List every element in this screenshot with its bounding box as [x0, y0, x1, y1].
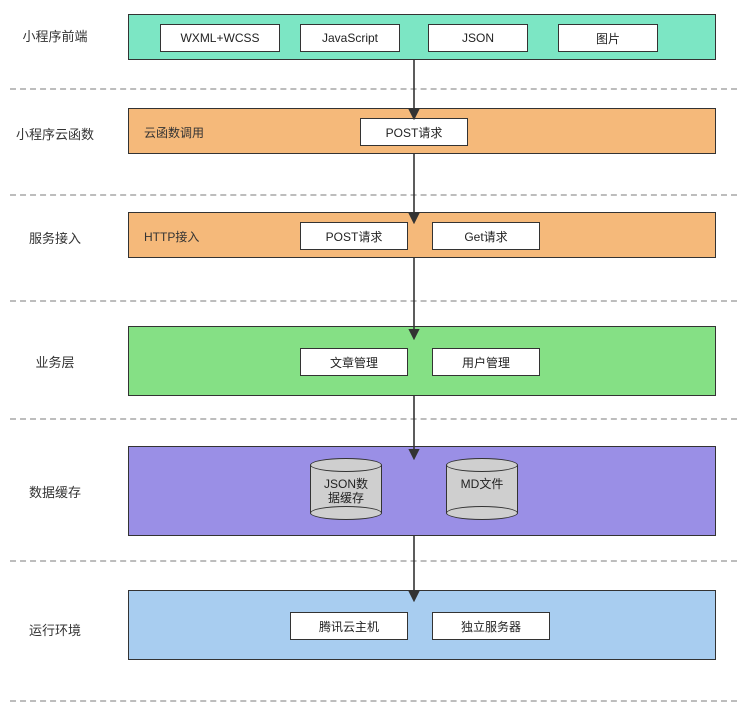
divider-3 [10, 418, 737, 420]
layer-label-biz: 业务层 [0, 352, 110, 371]
node-biz-0: 文章管理 [300, 348, 408, 376]
layer-inner-label-access: HTTP接入 [144, 228, 199, 245]
layer-label-runtime: 运行环境 [0, 620, 110, 639]
cylinder-cache-1: MD文件 [446, 458, 518, 520]
node-frontend-2: JSON [428, 24, 528, 52]
layer-runtime [128, 590, 716, 660]
layer-label-cache: 数据缓存 [0, 482, 110, 501]
architecture-diagram: 小程序前端 WXML+WCSS JavaScript JSON 图片小程序云函数 云函数调… [0, 0, 747, 712]
node-cloudfn-0: POST请求 [360, 118, 468, 146]
cylinder-label-cache-0: JSON数据缓存 [310, 477, 382, 506]
node-biz-1: 用户管理 [432, 348, 540, 376]
divider-5 [10, 700, 737, 702]
divider-4 [10, 560, 737, 562]
layer-access [128, 212, 716, 258]
layer-cache [128, 446, 716, 536]
cylinder-cache-0: JSON数据缓存 [310, 458, 382, 520]
node-access-1: Get请求 [432, 222, 540, 250]
node-runtime-1: 独立服务器 [432, 612, 550, 640]
node-runtime-0: 腾讯云主机 [290, 612, 408, 640]
layer-label-cloudfn: 小程序云函数 [0, 124, 110, 143]
node-frontend-3: 图片 [558, 24, 658, 52]
node-access-0: POST请求 [300, 222, 408, 250]
cylinder-label-cache-1: MD文件 [446, 477, 518, 491]
node-frontend-1: JavaScript [300, 24, 400, 52]
divider-2 [10, 300, 737, 302]
layer-biz [128, 326, 716, 396]
layer-inner-label-cloudfn: 云函数调用 [144, 124, 204, 141]
layer-label-frontend: 小程序前端 [0, 26, 110, 45]
node-frontend-0: WXML+WCSS [160, 24, 280, 52]
divider-1 [10, 194, 737, 196]
layer-label-access: 服务接入 [0, 228, 110, 247]
divider-0 [10, 88, 737, 90]
